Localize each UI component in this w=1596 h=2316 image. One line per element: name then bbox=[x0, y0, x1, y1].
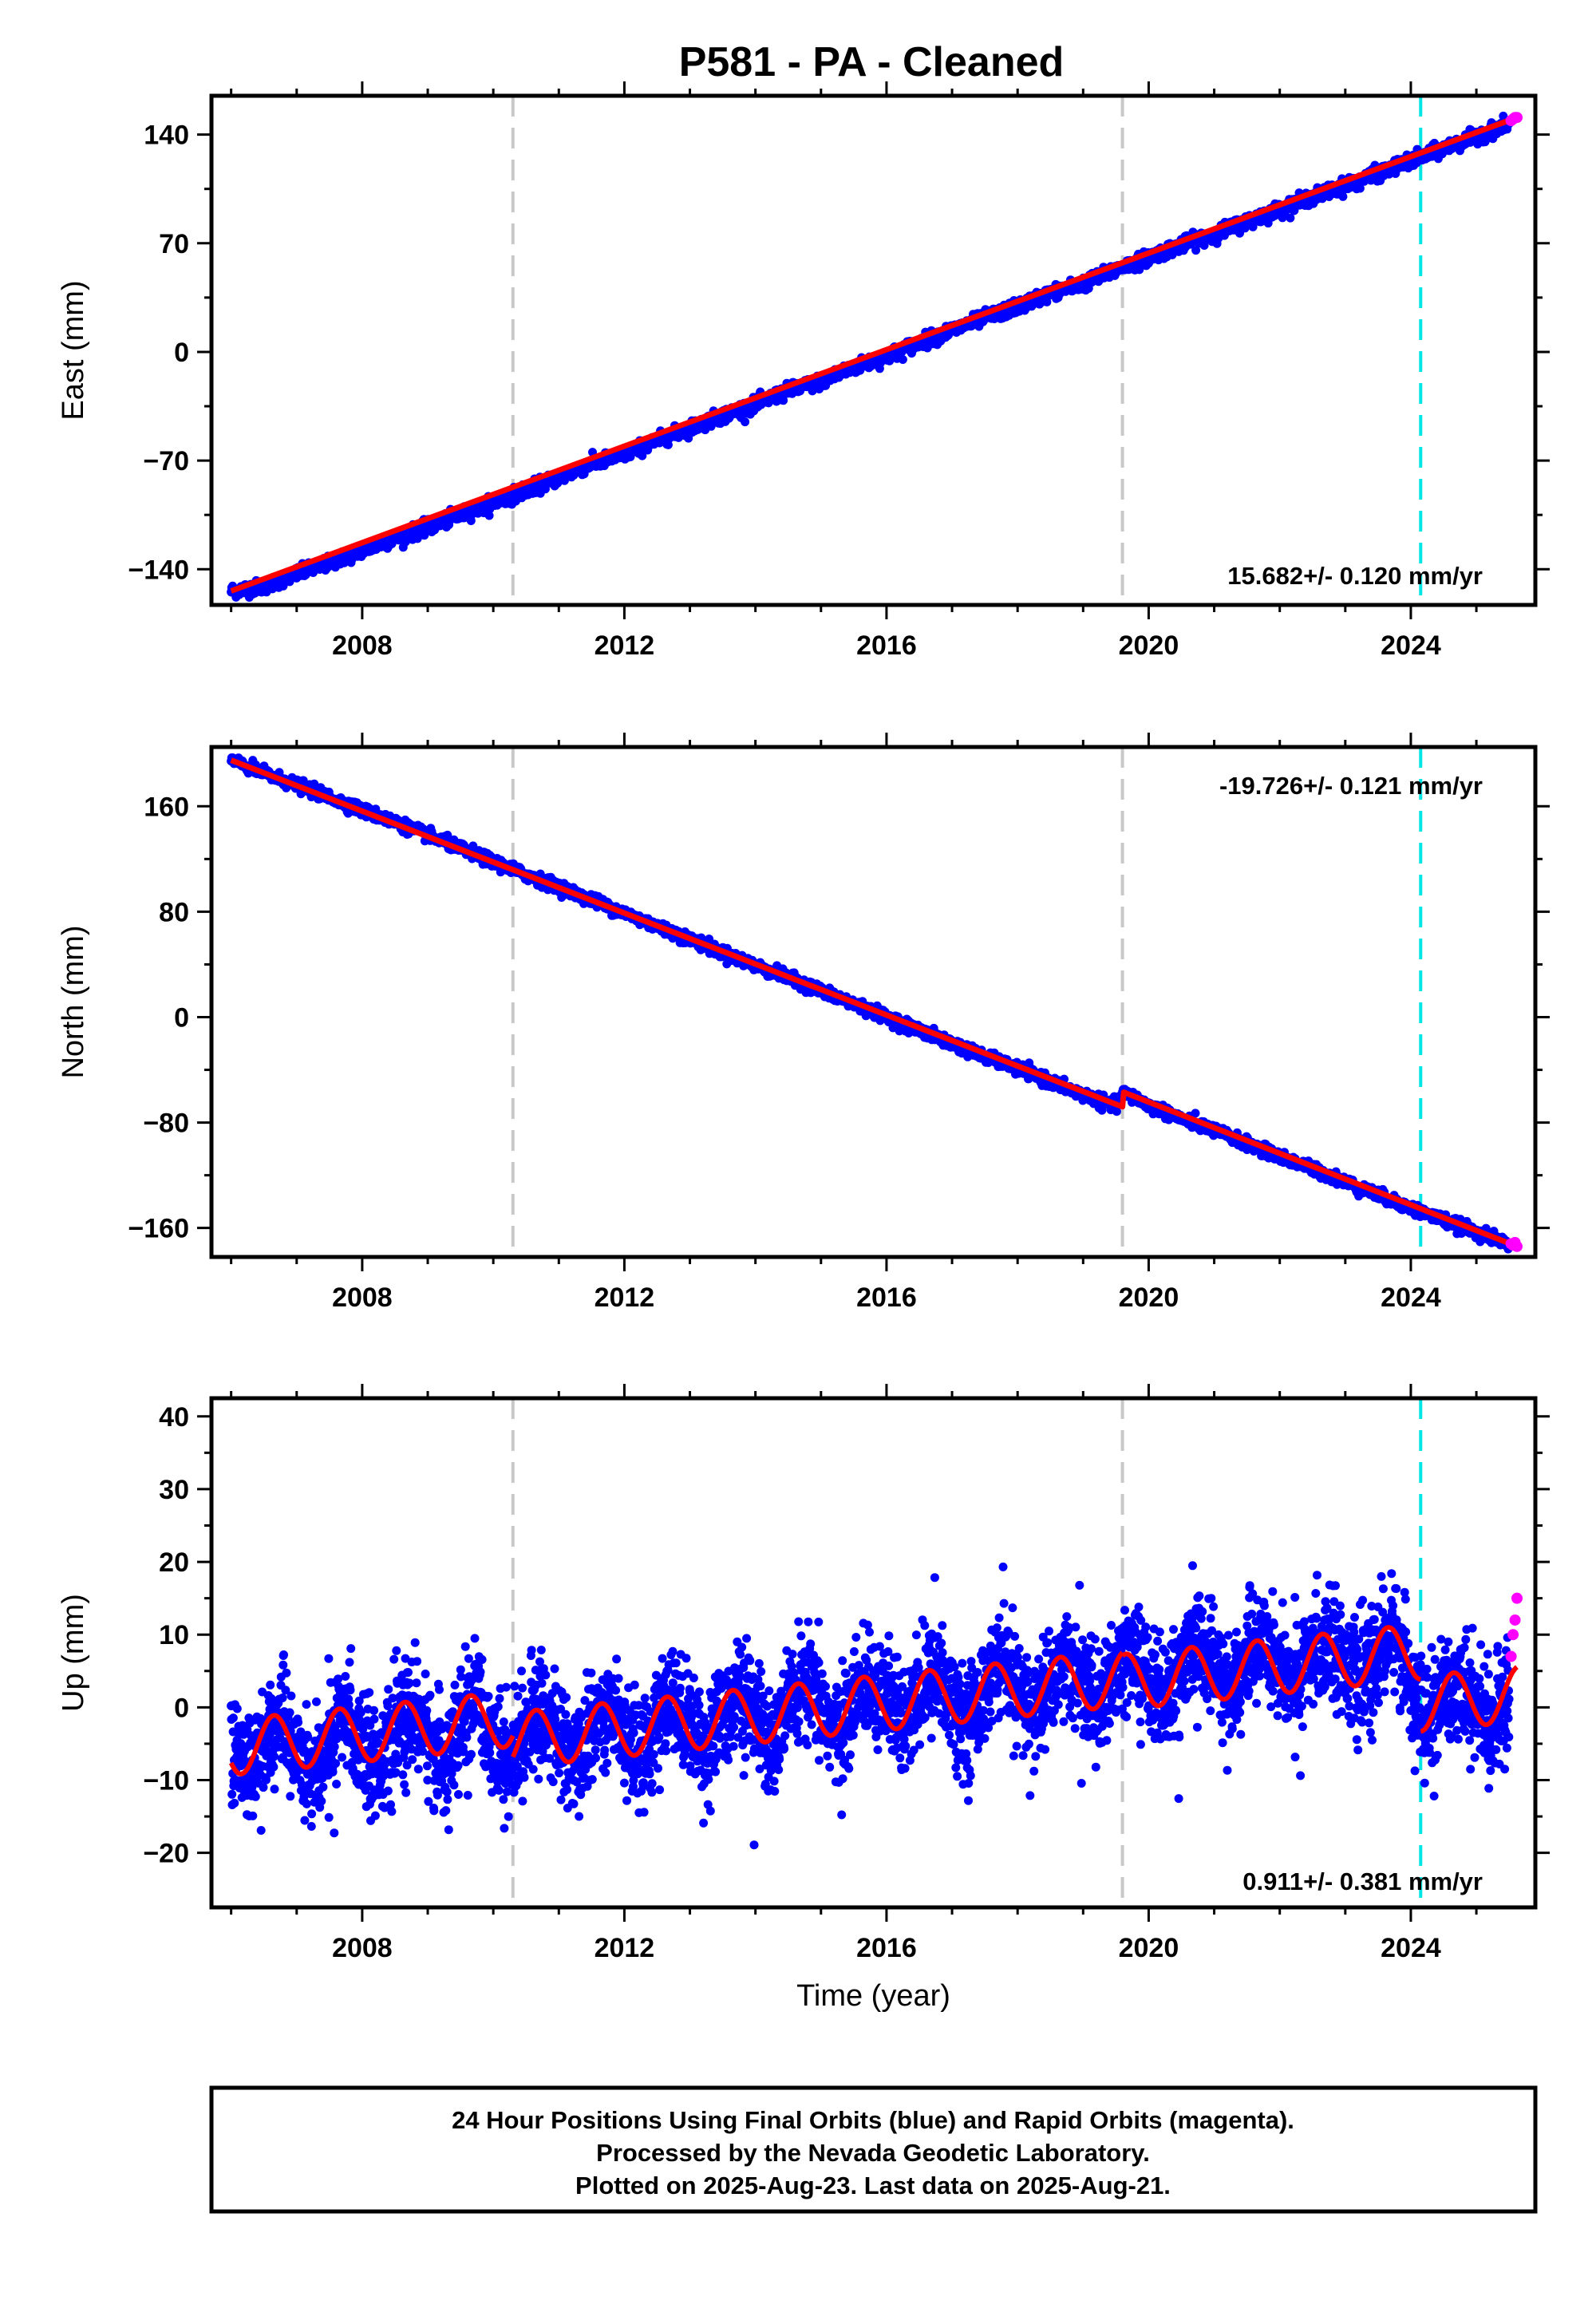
east-y-tick-label: −140 bbox=[128, 555, 189, 585]
east-y-tick-label: 0 bbox=[174, 338, 189, 368]
east-y-tick-label: −70 bbox=[143, 446, 189, 476]
east-final-point bbox=[484, 511, 494, 520]
east-final-point bbox=[1338, 192, 1348, 201]
east-final-point bbox=[1286, 213, 1295, 223]
east-x-tick-label: 2020 bbox=[1119, 630, 1179, 661]
east-y-tick-label: 70 bbox=[159, 229, 189, 259]
east-x-tick-label: 2008 bbox=[332, 630, 393, 661]
east-x-tick-label: 2012 bbox=[595, 630, 655, 661]
north-final-point bbox=[443, 830, 452, 840]
east-x-tick-label: 2016 bbox=[856, 630, 917, 661]
east-final-point bbox=[466, 516, 476, 525]
east-final-point bbox=[1355, 184, 1365, 193]
east-model-line bbox=[230, 114, 1519, 594]
east-plot-area bbox=[227, 96, 1523, 605]
east-final-point bbox=[1042, 297, 1052, 306]
east-rapid-point bbox=[1511, 112, 1523, 124]
north-plot-area bbox=[227, 747, 1523, 1257]
east-final-point bbox=[1191, 246, 1201, 255]
east-rapid-points bbox=[1505, 112, 1523, 127]
north-final-point bbox=[1112, 1107, 1121, 1117]
east-panel: 2008 2012 2016 2020 2024 −140 −70 0 70 140 East (m… bbox=[57, 81, 1550, 661]
east-x-tick-label: 2024 bbox=[1381, 630, 1441, 661]
east-final-point bbox=[898, 355, 907, 364]
north-final-points bbox=[227, 753, 1514, 1254]
north-final-point bbox=[1191, 1109, 1200, 1118]
chart-title: P581 - PA - Cleaned bbox=[679, 39, 1065, 85]
east-frame bbox=[209, 93, 1538, 607]
east-final-point bbox=[741, 417, 750, 427]
east-y-axis-label: East (mm) bbox=[57, 280, 90, 420]
east-rate-label: 15.682+/- 0.120 mm/yr bbox=[1227, 562, 1483, 590]
north-final-point bbox=[705, 935, 714, 943]
east-y-tick-label: 140 bbox=[144, 121, 189, 151]
